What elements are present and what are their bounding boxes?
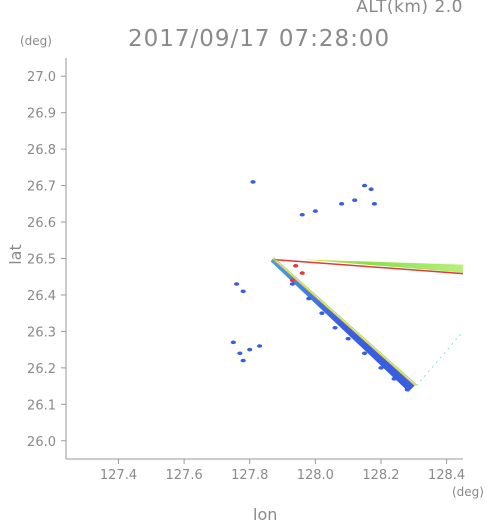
echo-point (293, 263, 299, 268)
y-tick-label: 26.9 (27, 107, 56, 122)
echo-point (289, 282, 295, 286)
echo-points (230, 180, 410, 392)
echo-point (361, 351, 368, 356)
altitude-label: ALT(km) 2.0 (356, 0, 463, 17)
y-tick-label: 26.7 (27, 180, 56, 195)
echo-point (240, 358, 246, 363)
axis-ticks: 26.0 26.1 26.2 26.3 26.4 26.5 26.6 26.7 26.8 26.9… (27, 70, 465, 483)
echo-point (250, 180, 256, 184)
x-tick-label: 127.6 (166, 468, 203, 483)
x-tick-label: 127.8 (231, 468, 268, 483)
echo-point (247, 347, 253, 352)
echo-point (368, 187, 374, 192)
y-tick-label: 27.0 (27, 70, 56, 85)
echo-point (234, 282, 240, 286)
echo-point (299, 212, 305, 217)
echo-point (345, 336, 351, 341)
echo-point (332, 325, 338, 330)
y-tick-label: 26.5 (27, 253, 56, 268)
y-tick-label: 26.1 (27, 398, 56, 413)
echo-point (319, 311, 325, 315)
south-edge-band (270, 258, 415, 392)
north-edge-red-line (272, 258, 464, 275)
south-edge-green-line (273, 257, 417, 386)
x-tick-label: 128.4 (428, 468, 465, 483)
x-tick-label: 127.4 (100, 468, 137, 483)
echo-point (312, 209, 318, 213)
echo-point (371, 202, 378, 206)
y-axis-unit: (deg) (20, 34, 52, 48)
plot-frame (65, 58, 463, 460)
echo-point (404, 387, 410, 392)
echo-point (299, 271, 305, 275)
x-axis-unit: (deg) (452, 485, 484, 499)
echo-point (361, 183, 368, 188)
echo-point (352, 198, 358, 202)
x-tick-label: 128.0 (297, 468, 334, 483)
y-tick-label: 26.6 (27, 216, 56, 231)
echo-point (240, 289, 246, 294)
echo-point (237, 351, 243, 356)
scan-wedge (270, 257, 464, 392)
y-tick-label: 26.0 (27, 435, 56, 450)
y-tick-label: 26.3 (27, 325, 56, 340)
echo-point (230, 340, 236, 345)
x-tick-label: 128.2 (362, 468, 399, 483)
echo-point (339, 202, 345, 206)
echo-point (391, 377, 397, 381)
south-edge-yellow-line (272, 258, 416, 387)
timestamp-title: 2017/09/17 07:28:00 (128, 26, 391, 52)
y-tick-label: 26.8 (27, 143, 56, 158)
echo-point (306, 296, 312, 301)
echo-point (378, 366, 384, 370)
echo-point (289, 278, 295, 283)
x-axis-label: lon (253, 505, 278, 524)
y-tick-label: 26.4 (27, 289, 56, 304)
y-tick-label: 26.2 (27, 362, 56, 377)
echo-point (256, 344, 263, 348)
arc-edge-dotted (416, 331, 464, 386)
north-edge-band (272, 258, 463, 273)
